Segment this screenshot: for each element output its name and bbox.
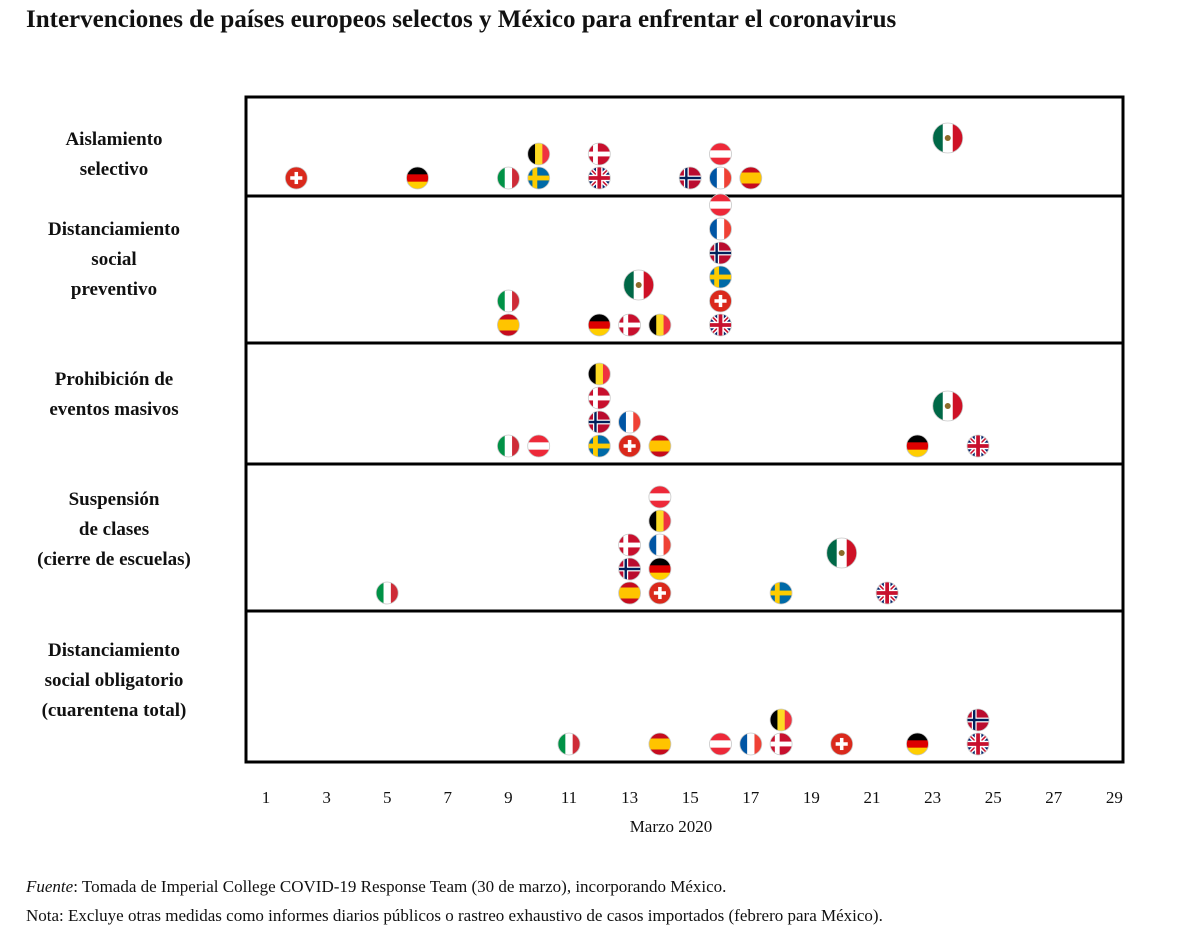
italy-flag-marker bbox=[496, 166, 520, 190]
switzerland-flag-marker bbox=[830, 732, 854, 756]
interventions-chart: Aislamiento selectivo Distanciamiento socia… bbox=[37, 95, 1125, 836]
x-axis-label: Marzo 2020 bbox=[630, 817, 713, 836]
austria-flag-marker bbox=[709, 142, 732, 166]
belgium-flag-marker bbox=[587, 362, 611, 386]
uk-flag-marker bbox=[966, 732, 990, 756]
row-labels: Aislamiento selectivo Distanciamiento socia… bbox=[37, 129, 191, 721]
sweden-flag-marker bbox=[587, 434, 611, 458]
italy-flag-marker bbox=[496, 289, 520, 313]
uk-flag-marker bbox=[966, 434, 990, 458]
mexico-flag-marker bbox=[826, 537, 858, 569]
denmark-flag-marker bbox=[618, 533, 641, 557]
austria-flag-marker bbox=[709, 732, 732, 756]
uk-flag-marker bbox=[875, 581, 899, 605]
x-tick-label: 15 bbox=[682, 788, 699, 807]
x-tick-label: 21 bbox=[864, 788, 881, 807]
x-tick-label: 29 bbox=[1106, 788, 1123, 807]
belgium-flag-marker bbox=[527, 142, 551, 166]
row-label: Suspensión de clases (cierre de escuelas) bbox=[37, 489, 191, 570]
mexico-flag-marker bbox=[932, 122, 964, 154]
x-tick-label: 11 bbox=[561, 788, 577, 807]
austria-flag-marker bbox=[709, 193, 732, 217]
denmark-flag-marker bbox=[769, 732, 793, 756]
germany-flag-marker bbox=[648, 557, 672, 581]
sweden-flag-marker bbox=[769, 581, 793, 605]
sweden-flag-marker bbox=[527, 166, 551, 190]
source-text: : Tomada de Imperial College COVID-19 Re… bbox=[73, 877, 727, 896]
italy-flag-marker bbox=[375, 581, 399, 605]
row-label: Aislamiento selectivo bbox=[65, 129, 162, 180]
x-tick-label: 9 bbox=[504, 788, 513, 807]
austria-flag-marker bbox=[527, 434, 551, 458]
chart-title: Intervenciones de países europeos select… bbox=[26, 6, 897, 33]
switzerland-flag-marker bbox=[709, 289, 732, 313]
france-flag-marker bbox=[739, 732, 763, 756]
exclusion-note: Nota: Excluye otras medidas como informe… bbox=[26, 906, 883, 925]
row-label: Prohibición de eventos masivos bbox=[49, 369, 178, 420]
spain-flag-marker bbox=[618, 581, 641, 605]
austria-flag-marker bbox=[648, 485, 672, 509]
france-flag-marker bbox=[618, 410, 641, 434]
denmark-flag-marker bbox=[587, 386, 611, 410]
switzerland-flag-marker bbox=[648, 581, 672, 605]
spain-flag-marker bbox=[496, 313, 520, 337]
x-tick-label: 19 bbox=[803, 788, 820, 807]
x-tick-label: 25 bbox=[985, 788, 1002, 807]
uk-flag-marker bbox=[709, 313, 732, 337]
source-note: Fuente: Tomada de Imperial College COVID… bbox=[26, 872, 883, 901]
denmark-flag-marker bbox=[587, 142, 611, 166]
france-flag-marker bbox=[709, 166, 732, 190]
x-tick-label: 7 bbox=[444, 788, 453, 807]
chart-border bbox=[244, 95, 1125, 764]
germany-flag-marker bbox=[906, 732, 929, 756]
uk-flag-marker bbox=[587, 166, 611, 190]
x-tick-label: 3 bbox=[322, 788, 331, 807]
norway-flag-marker bbox=[709, 241, 732, 265]
belgium-flag-marker bbox=[769, 708, 793, 732]
germany-flag-marker bbox=[587, 313, 611, 337]
spain-flag-marker bbox=[648, 434, 672, 458]
italy-flag-marker bbox=[496, 434, 520, 458]
belgium-flag-marker bbox=[648, 313, 672, 337]
x-axis-ticks: 1 3 5 7 9 11 13 15 17 19 21 23 25 27 29 bbox=[262, 788, 1123, 807]
mexico-flag-marker bbox=[932, 390, 964, 422]
norway-flag-marker bbox=[618, 557, 641, 581]
source-label: Fuente bbox=[26, 877, 74, 896]
x-tick-label: 13 bbox=[621, 788, 638, 807]
switzerland-flag-marker bbox=[284, 166, 308, 190]
x-tick-label: 23 bbox=[924, 788, 941, 807]
germany-flag-marker bbox=[906, 434, 929, 458]
denmark-flag-marker bbox=[618, 313, 641, 337]
row-label: Distanciamiento social preventivo bbox=[48, 219, 180, 300]
sweden-flag-marker bbox=[709, 265, 732, 289]
spain-flag-marker bbox=[648, 732, 672, 756]
notes: Fuente: Tomada de Imperial College COVID… bbox=[26, 872, 883, 930]
x-tick-label: 1 bbox=[262, 788, 271, 807]
flag-markers bbox=[284, 122, 990, 756]
row-label: Distanciamiento social obligatorio (cuaren… bbox=[42, 640, 187, 721]
spain-flag-marker bbox=[739, 166, 763, 190]
mexico-flag-marker bbox=[623, 269, 655, 301]
norway-flag-marker bbox=[678, 166, 702, 190]
x-tick-label: 27 bbox=[1045, 788, 1063, 807]
chart-frame bbox=[244, 95, 1125, 764]
norway-flag-marker bbox=[587, 410, 611, 434]
italy-flag-marker bbox=[557, 732, 581, 756]
norway-flag-marker bbox=[966, 708, 990, 732]
switzerland-flag-marker bbox=[618, 434, 641, 458]
germany-flag-marker bbox=[406, 166, 429, 190]
x-tick-label: 5 bbox=[383, 788, 392, 807]
france-flag-marker bbox=[648, 533, 672, 557]
belgium-flag-marker bbox=[648, 509, 672, 533]
france-flag-marker bbox=[709, 217, 732, 241]
x-tick-label: 17 bbox=[742, 788, 760, 807]
